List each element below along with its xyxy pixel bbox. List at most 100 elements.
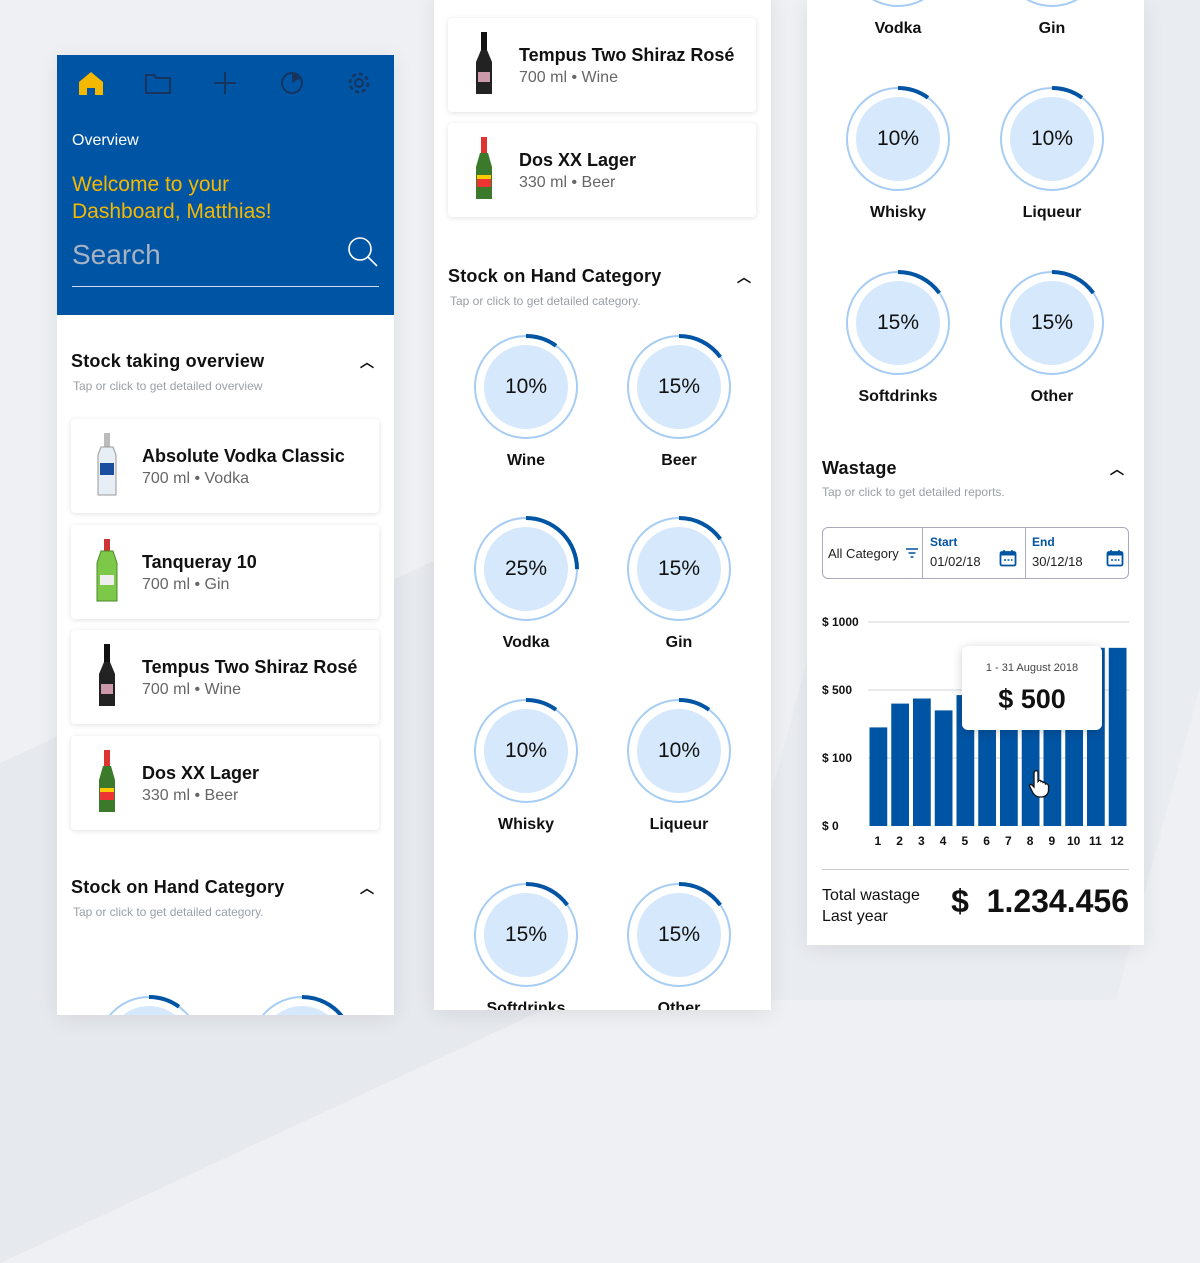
stock-category-title[interactable]: Stock on Hand Category [448,266,662,286]
category-ring-beer[interactable]: 15% [624,332,734,442]
product-meta: 700 ml • Vodka [142,470,249,487]
category-percent: 15% [504,923,548,946]
category-percent: 15% [997,0,1107,10]
stock-category-title[interactable]: Stock on Hand Category [71,877,285,897]
category-ring-liqueur[interactable]: 10% [624,696,734,806]
bar-3[interactable] [913,698,931,827]
pie-chart-icon[interactable] [277,69,307,97]
search-icon[interactable] [347,236,379,268]
x-tick-label: 3 [918,834,925,848]
product-card[interactable]: Dos XX Lager 330 ml • Beer [448,123,756,217]
collapse-chevron-icon[interactable]: ︿ [360,880,374,896]
start-date-field[interactable]: Start 01/02/18 [923,528,1026,578]
category-label: Other [657,1000,701,1010]
category-filter[interactable]: All Category [823,528,923,578]
category-ring-softdrinks[interactable]: 15% [843,268,953,378]
product-card[interactable]: Tempus Two Shiraz Rosé 700 ml • Wine [71,630,379,724]
category-percent: 10% [876,127,920,150]
product-card[interactable]: Tempus Two Shiraz Rosé 700 ml • Wine [448,18,756,112]
progress-ring [626,516,732,622]
progress-ring [845,0,951,8]
x-tick-label: 6 [983,834,990,848]
stock-category-subtitle: Tap or click to get detailed category. [450,294,641,308]
wastage-title[interactable]: Wastage [822,458,897,478]
category-ring-gin[interactable]: 15% [624,514,734,624]
category-ring-other[interactable]: 15% [624,880,734,990]
progress-ring [473,334,579,440]
divider [822,869,1129,870]
category-ring-whisky[interactable]: 10% [843,84,953,194]
category-ring-vodka[interactable]: 25% [471,514,581,624]
plus-icon[interactable] [210,69,240,97]
collapse-chevron-icon[interactable]: ︿ [360,354,374,370]
category-percent: 15% [657,375,701,398]
product-name: Dos XX Lager [519,150,637,170]
x-tick-label: 4 [940,834,947,848]
x-tick-label: 8 [1027,834,1034,848]
x-tick-label: 12 [1110,834,1124,848]
end-date-field[interactable]: End 30/12/18 [1026,528,1128,578]
category-percent: 15% [657,923,701,946]
category-ring-softdrinks[interactable]: 15% [471,880,581,990]
category-ring-vodka[interactable]: 25% [843,0,953,10]
bottle-image [99,644,115,706]
calendar-icon[interactable] [999,549,1017,567]
wastage-filter-bar: All Category Start 01/02/18 End 30/12/18 [822,527,1129,579]
progress-ring [626,698,732,804]
category-ring-liqueur[interactable]: 10% [997,84,1107,194]
search-placeholder: Search [72,239,161,270]
category-percent: 15% [876,311,920,334]
bottle-image [97,433,117,496]
category-percent: 15% [247,993,357,1015]
y-tick-label: $ 500 [822,683,852,697]
product-meta: 700 ml • Wine [142,681,241,698]
dashboard-screen-1: Overview Welcome to your Dashboard, Matt… [57,55,394,1015]
product-meta: 700 ml • Gin [142,575,230,593]
category-percent: 10% [657,739,701,762]
category-label: Softdrinks [858,388,938,405]
search-input[interactable]: Search [72,235,379,287]
start-label: Start [930,535,958,549]
category-ring-other[interactable]: 15% [997,268,1107,378]
home-icon[interactable] [76,69,106,97]
progress-ring [845,270,951,376]
bottle-image [96,538,118,601]
stock-overview-subtitle: Tap or click to get detailed overview [73,379,263,393]
collapse-chevron-icon[interactable]: ︿ [1110,461,1124,477]
welcome-line-1: Welcome to your [72,173,230,196]
product-meta: 330 ml • Beer [142,786,239,804]
progress-ring [999,270,1105,376]
product-card[interactable]: Absolute Vodka Classic 700 ml • Vodka [71,419,379,513]
category-ring-beer[interactable]: 15% [247,993,357,1015]
stock-overview-title[interactable]: Stock taking overview [71,351,265,371]
category-label: Whisky [497,816,554,833]
progress-ring [626,882,732,988]
category-percent: 10% [94,993,204,1015]
category-ring-whisky[interactable]: 10% [471,696,581,806]
calendar-icon[interactable] [1106,549,1124,567]
dashboard-screen-3: 25% Vodka 15% Gin 10% Whisky 10% Liqueur 15% Soft… [807,0,1144,945]
category-ring-wine[interactable]: 10% [471,332,581,442]
x-tick-label: 9 [1049,834,1056,848]
product-card[interactable]: Dos XX Lager 330 ml • Beer [71,735,379,830]
collapse-chevron-icon[interactable]: ︿ [737,269,751,285]
tooltip-period: 1 - 31 August 2018 [985,662,1079,674]
bar-1[interactable] [869,727,888,826]
bar-12[interactable] [1108,647,1127,826]
product-name: Tempus Two Shiraz Rosé [519,45,735,65]
progress-ring [999,86,1105,192]
product-meta: 330 ml • Beer [519,174,616,191]
wastage-subtitle: Tap or click to get detailed reports. [822,485,1005,499]
category-ring-wine[interactable]: 10% [94,993,204,1015]
category-label: Gin [665,634,693,651]
product-card[interactable]: Tanqueray 10 700 ml • Gin [71,524,379,619]
gear-icon[interactable] [344,69,374,97]
category-ring-gin[interactable]: 15% [997,0,1107,10]
welcome-text: Welcome to your Dashboard, Matthias! [72,171,272,225]
product-name: Tanqueray 10 [142,551,257,572]
folder-icon[interactable] [143,69,173,97]
bar-2[interactable] [891,703,909,826]
x-tick-label: 7 [1005,834,1012,848]
bar-4[interactable] [934,710,953,826]
